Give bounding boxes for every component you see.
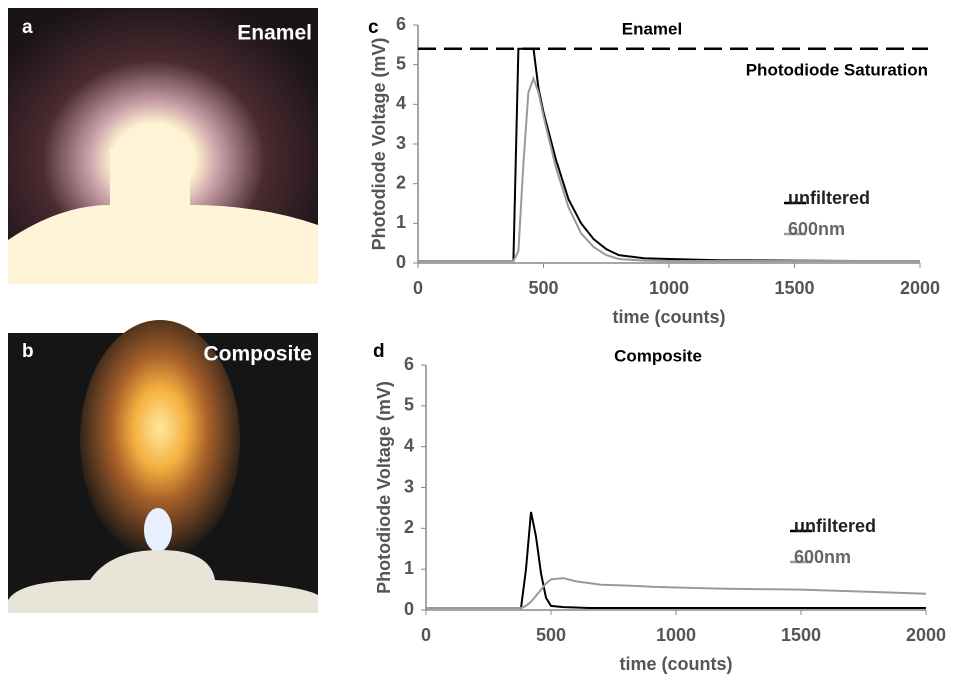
legend-label: unfiltered	[794, 516, 876, 536]
photo-b: b Composite	[8, 320, 318, 613]
photo-a: a Enamel	[8, 8, 318, 284]
x-tick-label: 500	[528, 278, 558, 298]
panel-letter: d	[373, 341, 385, 362]
y-tick-label: 0	[404, 599, 414, 619]
legend-label: 600nm	[788, 219, 845, 239]
photo-flame	[80, 320, 240, 560]
y-tick-label: 3	[404, 476, 414, 496]
legend-label: 600nm	[794, 547, 851, 567]
x-tick-label: 2000	[900, 278, 940, 298]
panel-letter: c	[368, 17, 379, 38]
data-line	[418, 47, 920, 262]
y-tick-label: 3	[396, 133, 406, 153]
y-axis-label: Photodiode Voltage (mV)	[374, 381, 394, 594]
panel-letter: b	[22, 341, 34, 362]
photo-title: Enamel	[237, 22, 312, 45]
y-tick-label: 5	[396, 53, 406, 73]
panel-letter: a	[22, 17, 33, 38]
y-tick-label: 2	[404, 517, 414, 537]
y-tick-label: 6	[396, 14, 406, 34]
photo-object	[8, 550, 318, 613]
photo-object	[8, 130, 318, 284]
x-tick-label: 1500	[774, 278, 814, 298]
legend-label: unfiltered	[788, 188, 870, 208]
y-tick-label: 4	[396, 93, 406, 113]
x-tick-label: 500	[536, 625, 566, 645]
x-axis-label: time (counts)	[612, 307, 725, 327]
y-tick-label: 1	[404, 558, 414, 578]
y-tick-label: 5	[404, 395, 414, 415]
y-tick-label: 6	[404, 354, 414, 374]
x-tick-label: 0	[413, 278, 423, 298]
data-line	[418, 75, 920, 262]
x-axis-label: time (counts)	[619, 654, 732, 674]
data-line	[426, 511, 926, 609]
photo-title: Composite	[203, 343, 312, 366]
y-tick-label: 1	[396, 212, 406, 232]
annotation: Photodiode Saturation	[746, 60, 928, 79]
photo-flame	[144, 508, 172, 552]
y-tick-label: 4	[404, 435, 414, 455]
x-tick-label: 1500	[781, 625, 821, 645]
x-tick-label: 2000	[906, 625, 946, 645]
data-line	[426, 577, 927, 609]
chart-title: Composite	[614, 346, 702, 365]
y-tick-label: 2	[396, 172, 406, 192]
x-tick-label: 1000	[649, 278, 689, 298]
y-tick-label: 0	[396, 252, 406, 272]
x-tick-label: 0	[421, 625, 431, 645]
y-axis-label: Photodiode Voltage (mV)	[369, 38, 389, 251]
chart-title: Enamel	[622, 19, 682, 38]
x-tick-label: 1000	[656, 625, 696, 645]
